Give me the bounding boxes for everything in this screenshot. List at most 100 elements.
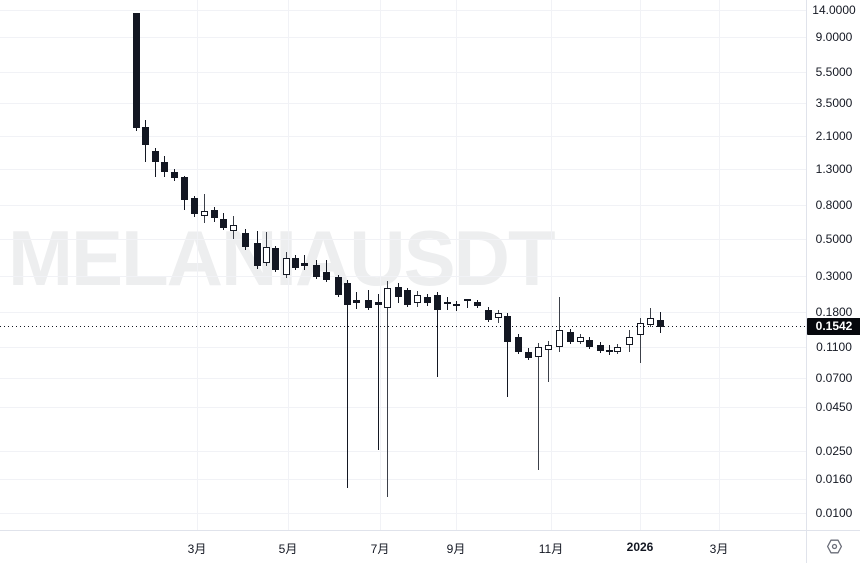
- candle-wick: [378, 294, 379, 450]
- v-gridline: [456, 0, 457, 530]
- price-axis-label: 0.1800: [815, 305, 853, 319]
- price-axis[interactable]: 14.0000 9.0000 5.5000 3.5000 2.1000 1.3000 0.8…: [806, 0, 860, 530]
- candle-body: [272, 248, 279, 270]
- candle-body: [586, 340, 593, 347]
- price-axis-label: 0.3000: [815, 269, 853, 283]
- candle-wick: [640, 318, 641, 363]
- candle-body: [230, 225, 237, 231]
- candle-body: [353, 300, 360, 303]
- candle-body: [453, 304, 460, 306]
- h-gridline: [0, 37, 806, 38]
- candle-body: [606, 350, 613, 352]
- time-axis-label: 3月: [187, 542, 207, 556]
- candle-body: [597, 345, 604, 351]
- candle-wick: [507, 313, 508, 397]
- time-axis-label: 5月: [278, 542, 298, 556]
- candle-body: [535, 347, 542, 357]
- price-axis-label: 2.1000: [815, 129, 853, 143]
- price-axis-label: 5.5000: [815, 65, 853, 79]
- candle-body: [515, 337, 522, 352]
- candle-wick: [538, 343, 539, 470]
- h-gridline: [0, 407, 806, 408]
- v-gridline: [719, 0, 720, 530]
- price-axis-label: 14.0000: [812, 3, 856, 17]
- h-gridline: [0, 479, 806, 480]
- last-price-tag: 0.1542: [807, 318, 860, 335]
- candle-body: [434, 295, 441, 310]
- h-gridline: [0, 239, 806, 240]
- gear-icon[interactable]: [826, 538, 843, 555]
- candle-body: [292, 258, 299, 268]
- price-axis-label: 0.5000: [815, 232, 853, 246]
- time-axis-label: 9月: [446, 542, 466, 556]
- plot-area[interactable]: MELANIAUSDT: [0, 0, 806, 530]
- symbol-watermark: MELANIAUSDT: [8, 214, 556, 302]
- candle-body: [464, 299, 471, 301]
- time-axis-label: 7月: [370, 542, 390, 556]
- candle-wick: [437, 292, 438, 377]
- v-gridline: [380, 0, 381, 530]
- candle-body: [404, 290, 411, 305]
- price-axis-label: 0.0160: [815, 472, 853, 486]
- v-gridline: [551, 0, 552, 530]
- candle-body: [133, 13, 140, 128]
- candle-body: [201, 211, 208, 216]
- price-axis-label: 3.5000: [815, 96, 853, 110]
- axis-settings-corner[interactable]: [806, 530, 860, 563]
- candle-body: [495, 313, 502, 318]
- h-gridline: [0, 10, 806, 11]
- time-axis-label: 3月: [709, 542, 729, 556]
- time-axis-label: 2026: [626, 540, 654, 554]
- candle-body: [545, 345, 552, 350]
- candle-body: [395, 287, 402, 297]
- h-gridline: [0, 136, 806, 137]
- time-axis-label: 11月: [538, 542, 564, 556]
- candle-wick: [155, 148, 156, 177]
- candle-wick: [548, 341, 549, 382]
- candle-wick: [347, 280, 348, 488]
- candle-body: [424, 297, 431, 303]
- candle-body: [567, 332, 574, 342]
- candle-body: [637, 323, 644, 335]
- candle-body: [525, 352, 532, 358]
- candle-wick: [650, 308, 651, 327]
- candle-body: [335, 277, 342, 295]
- h-gridline: [0, 513, 806, 514]
- candle-body: [504, 316, 511, 342]
- last-price-line: [0, 326, 806, 327]
- candle-wick: [456, 301, 457, 311]
- h-gridline: [0, 451, 806, 452]
- price-axis-label: 0.0250: [815, 444, 853, 458]
- candle-body: [171, 172, 178, 178]
- h-gridline: [0, 169, 806, 170]
- v-gridline: [197, 0, 198, 530]
- h-gridline: [0, 205, 806, 206]
- candle-body: [485, 310, 492, 320]
- price-axis-label: 0.0450: [815, 400, 853, 414]
- price-axis-label: 0.1100: [816, 340, 852, 354]
- candle-body: [254, 243, 261, 266]
- candle-body: [283, 258, 290, 275]
- h-gridline: [0, 312, 806, 313]
- candle-body: [211, 210, 218, 218]
- price-axis-label: 0.0700: [815, 371, 853, 385]
- candle-body: [344, 283, 351, 305]
- h-gridline: [0, 72, 806, 73]
- time-axis[interactable]: 3月 5月 7月 9月 11月 2026 3月: [0, 530, 860, 563]
- candle-body: [161, 162, 168, 172]
- candle-body: [614, 347, 621, 352]
- candle-body: [220, 219, 227, 228]
- candle-wick: [467, 299, 468, 308]
- candle-body: [142, 127, 149, 145]
- price-axis-label: 1.3000: [815, 162, 853, 176]
- candle-body: [657, 320, 664, 327]
- candle-wick: [387, 281, 388, 497]
- price-axis-label: 0.0100: [815, 506, 853, 520]
- candle-body: [375, 302, 382, 305]
- candle-body: [191, 198, 198, 214]
- h-gridline: [0, 347, 806, 348]
- v-gridline: [640, 0, 641, 530]
- candle-body: [444, 302, 451, 304]
- candle-body: [365, 300, 372, 308]
- price-axis-label: 9.0000: [815, 30, 853, 44]
